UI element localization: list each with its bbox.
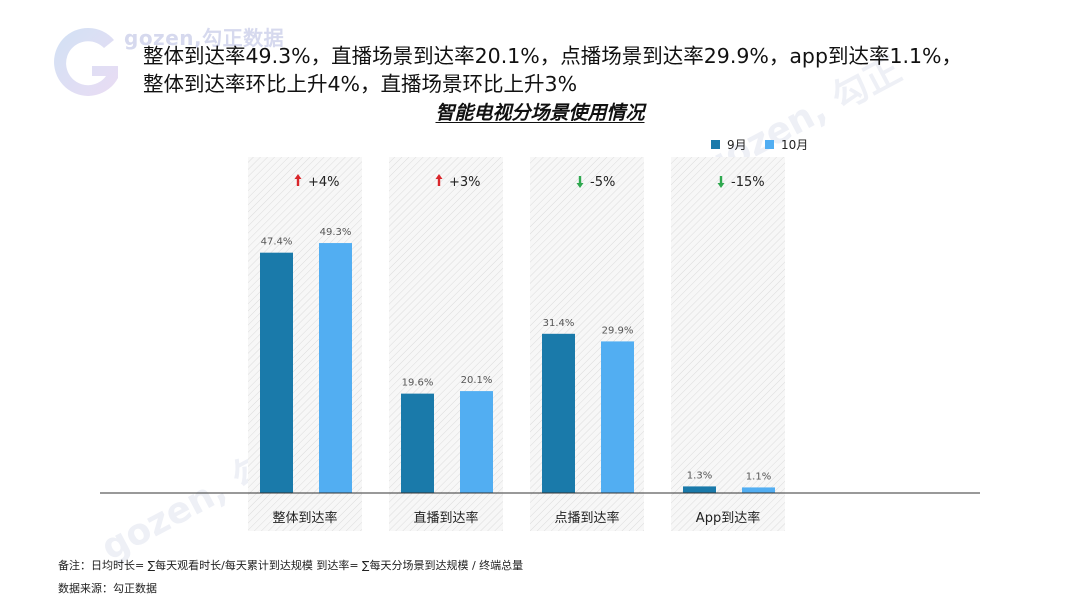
headline-line-2: 整体到达率环比上升4%，直播场景环比上升3%: [143, 72, 578, 96]
bar-oct: [319, 243, 352, 493]
data-label: 47.4%: [261, 237, 293, 248]
x-tick-label: App到达率: [696, 510, 760, 526]
change-label: -5%: [590, 175, 615, 190]
legend-label: 10月: [781, 138, 808, 152]
change-label: +4%: [308, 175, 340, 190]
headline: 整体到达率49.3%，直播场景到达率20.1%，点播场景到达率29.9%，app…: [143, 42, 1063, 98]
x-tick-label: 整体到达率: [272, 510, 337, 526]
bar-oct: [460, 391, 493, 493]
footnote-remark: 备注：日均时长= ∑每天观看时长/每天累计到达规模 到达率= ∑每天分场景到达规…: [58, 559, 524, 572]
legend-label: 9月: [727, 138, 747, 152]
legend-swatch: [711, 140, 720, 149]
x-tick-label: 点播到达率: [554, 510, 619, 526]
bar-sep: [401, 393, 434, 493]
bar-sep: [542, 333, 575, 493]
bar-sep: [260, 252, 293, 493]
arrow-down-icon: [717, 176, 725, 188]
arrow-down-icon: [576, 176, 584, 188]
arrow-up-icon: [294, 174, 302, 186]
category-panel: [671, 157, 785, 531]
change-label: -15%: [731, 175, 765, 190]
footnote-source: 数据来源：勾正数据: [58, 582, 157, 595]
bar-oct: [601, 341, 634, 493]
legend-swatch: [765, 140, 774, 149]
data-label: 19.6%: [402, 378, 434, 389]
headline-line-1: 整体到达率49.3%，直播场景到达率20.1%，点播场景到达率29.9%，app…: [143, 44, 963, 68]
x-tick-label: 直播到达率: [413, 510, 478, 526]
data-label: 1.3%: [687, 470, 712, 481]
change-label: +3%: [449, 175, 481, 190]
chart-title: 智能电视分场景使用情况: [435, 102, 645, 124]
data-label: 20.1%: [461, 375, 493, 386]
arrow-up-icon: [435, 174, 443, 186]
data-label: 29.9%: [602, 325, 634, 336]
data-label: 49.3%: [320, 227, 352, 238]
bar-oct: [742, 487, 775, 493]
data-label: 31.4%: [543, 318, 575, 329]
brand-logo-g: [54, 27, 118, 96]
data-label: 1.1%: [746, 471, 771, 482]
brand-watermark: gozen,勾正数据: [124, 26, 285, 50]
bar-sep: [683, 486, 716, 493]
